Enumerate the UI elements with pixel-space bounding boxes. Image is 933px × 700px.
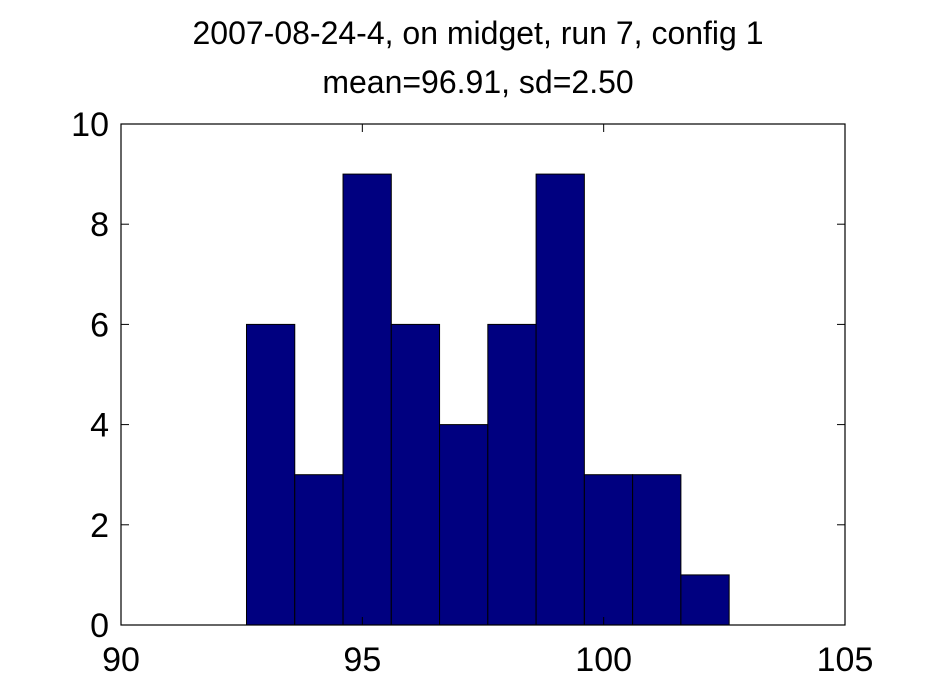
histogram-bar: [583, 474, 634, 626]
chart-title: 2007-08-24-4, on midget, run 7, config 1: [192, 15, 763, 51]
x-tick-label: 100: [575, 641, 632, 679]
y-tick-labels: 0 2 4 6 8 10: [71, 106, 109, 645]
x-tick-labels: 90 95 100 105: [102, 641, 873, 679]
y-tick-label: 8: [90, 206, 109, 244]
histogram-bar: [487, 323, 537, 626]
y-tick-label: 4: [90, 407, 109, 445]
x-tick-label: 105: [817, 641, 874, 679]
plot-area-frame: [120, 123, 846, 626]
histogram-bar: [535, 173, 585, 626]
histogram-bar: [245, 323, 296, 626]
histogram-bar: [294, 474, 344, 626]
axis-ticks: [120, 123, 846, 626]
histogram-bar: [680, 574, 730, 626]
y-tick-label: 2: [90, 507, 109, 545]
chart-subtitle: mean=96.91, sd=2.50: [322, 64, 633, 100]
histogram-bar: [632, 474, 682, 626]
histogram-bars: [245, 173, 730, 626]
histogram-bar: [342, 173, 392, 626]
x-tick-label: 95: [343, 641, 381, 679]
histogram-bar: [439, 424, 489, 626]
y-tick-label: 0: [90, 607, 109, 645]
y-tick-label: 10: [71, 106, 109, 144]
y-tick-label: 6: [90, 306, 109, 344]
histogram-bar: [390, 323, 441, 626]
x-tick-label: 90: [102, 641, 140, 679]
